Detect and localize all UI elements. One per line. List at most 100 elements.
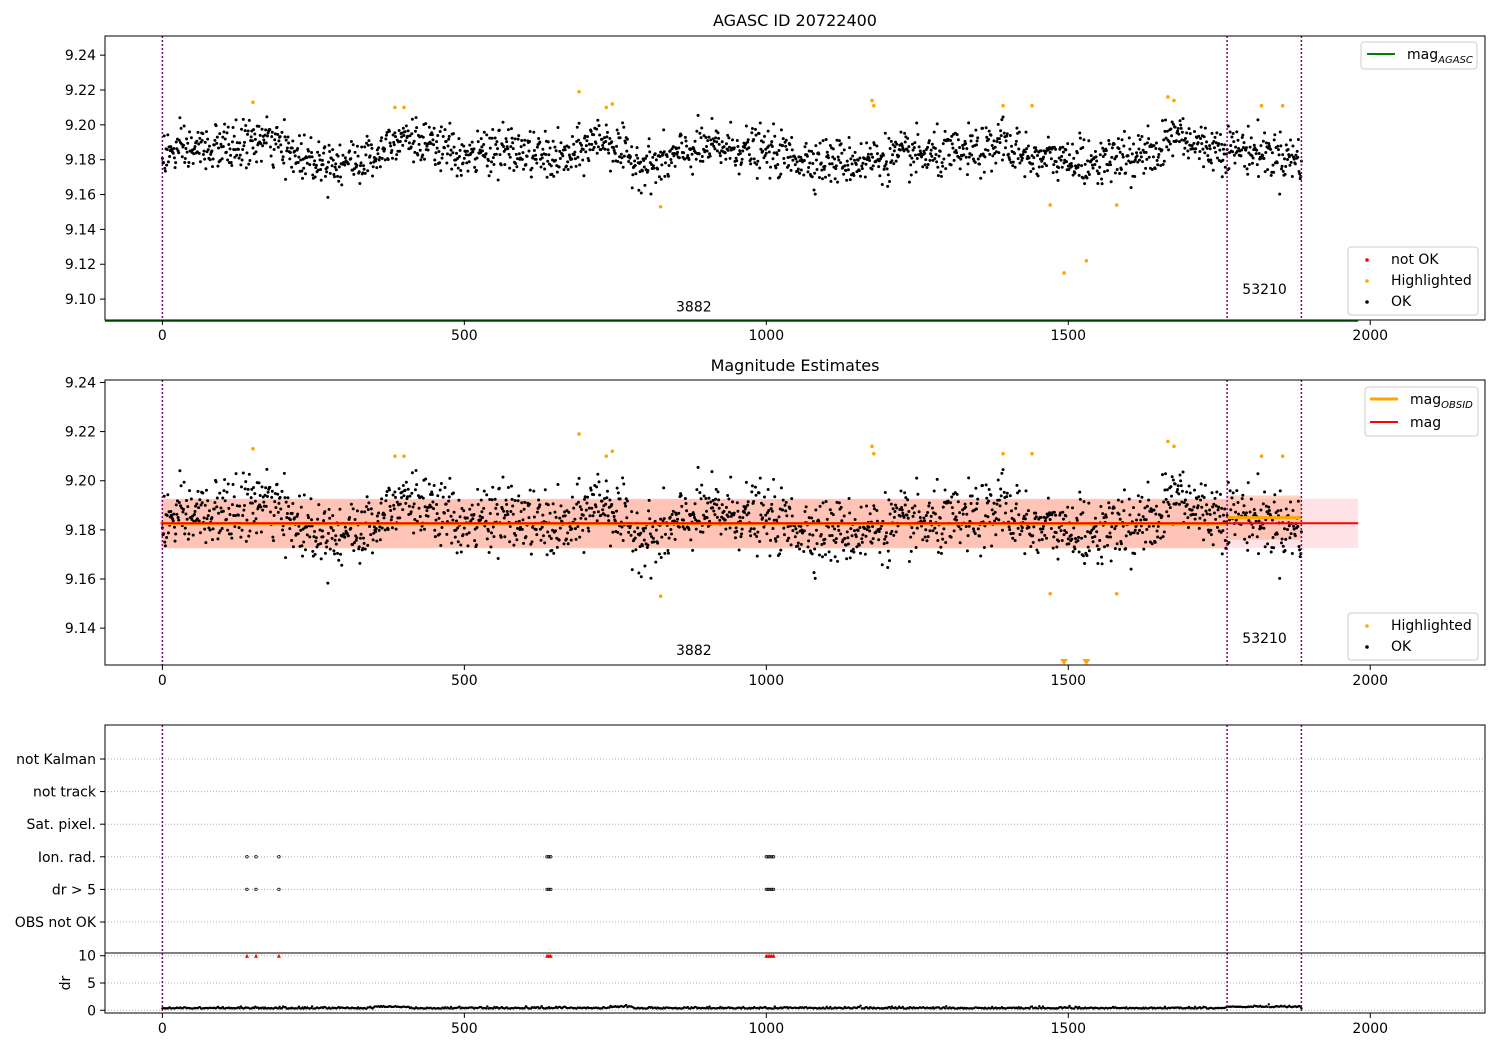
ok-point [849, 157, 853, 161]
ok-point [1156, 155, 1160, 159]
ok-point [334, 542, 338, 546]
ok-point [1186, 525, 1190, 529]
ok-point [850, 162, 854, 166]
ok-point [907, 145, 911, 149]
ok-point [991, 154, 995, 158]
ok-point [290, 539, 294, 543]
ok-point [340, 563, 344, 567]
ok-point [1056, 557, 1060, 561]
ok-point [253, 492, 257, 496]
ok-point [233, 514, 237, 518]
ok-point [889, 139, 893, 143]
ok-point [1072, 526, 1076, 530]
ok-point [954, 148, 958, 152]
ok-point [492, 163, 496, 167]
ok-point [336, 154, 340, 158]
ok-point [697, 152, 701, 156]
ok-point [666, 174, 670, 178]
x-axis: 0 500 1000 1500 2000 [158, 1013, 1388, 1037]
ok-point [1096, 182, 1100, 186]
ok-point [698, 159, 702, 163]
ok-point [784, 144, 788, 148]
ok-point [429, 142, 433, 146]
ok-point [1008, 133, 1012, 137]
ok-point [592, 493, 596, 497]
ok-point [407, 141, 411, 145]
ok-point [1181, 470, 1185, 474]
flag-point [549, 887, 553, 892]
ok-point [176, 516, 180, 520]
ok-point [1086, 530, 1090, 534]
ok-point [215, 505, 219, 509]
ok-point [393, 490, 397, 494]
ok-point [970, 494, 974, 498]
ok-point [1113, 171, 1117, 175]
ok-point [377, 146, 381, 150]
ok-point [1170, 494, 1174, 498]
ok-point [1077, 535, 1081, 539]
ok-point [572, 506, 576, 510]
ok-point [877, 165, 881, 169]
ok-point [556, 126, 560, 130]
ok-point [684, 139, 688, 143]
ok-point [235, 504, 239, 508]
ok-point [1197, 134, 1201, 138]
dr-point [277, 1007, 280, 1010]
ok-point [745, 513, 749, 517]
ok-point [406, 487, 410, 491]
ok-point [1266, 168, 1270, 172]
ok-point [851, 547, 855, 551]
ok-point [1011, 531, 1015, 535]
ok-point [1250, 533, 1254, 537]
ok-point [895, 142, 899, 146]
ok-point [220, 527, 224, 531]
ok-point [581, 513, 585, 517]
ok-point [833, 555, 837, 559]
ok-point [1170, 134, 1174, 138]
legend-label: not OK [1391, 252, 1439, 268]
ok-point [666, 549, 670, 553]
ok-point [376, 152, 380, 156]
ok-point [162, 494, 166, 498]
ok-point [683, 157, 687, 161]
ok-point [1280, 164, 1284, 168]
ok-point [236, 513, 240, 517]
ok-point [1234, 510, 1238, 514]
ok-point [1100, 562, 1104, 566]
ok-point [955, 133, 959, 137]
ok-point [1058, 146, 1062, 150]
ok-point [1124, 534, 1128, 538]
ok-point [254, 150, 258, 154]
ok-point [326, 160, 330, 164]
ok-point [583, 134, 587, 138]
ok-point [1279, 508, 1283, 512]
ok-point [623, 501, 627, 505]
ok-point [899, 489, 903, 493]
ok-point [1017, 130, 1021, 134]
ok-point [1024, 130, 1028, 134]
ok-point [1147, 524, 1151, 528]
ok-point [1276, 144, 1280, 148]
ok-point [654, 158, 658, 162]
ok-point [529, 542, 533, 546]
ok-point [360, 510, 364, 514]
ok-point [444, 139, 448, 143]
dr-point [1028, 1007, 1031, 1010]
ok-point [1262, 526, 1266, 530]
ok-point [1263, 490, 1267, 494]
ok-point [1098, 153, 1102, 157]
ok-point [522, 507, 526, 511]
ok-point [501, 120, 505, 124]
ok-point [562, 542, 566, 546]
ok-point [277, 501, 281, 505]
ok-point [720, 140, 724, 144]
highlighted-point [1062, 271, 1066, 275]
ok-point [985, 135, 989, 139]
ok-point [276, 510, 280, 514]
ok-point [400, 490, 404, 494]
ok-point [265, 134, 269, 138]
ok-point [284, 177, 288, 181]
ok-point [163, 540, 167, 544]
ok-point [410, 117, 414, 121]
ok-point [171, 519, 175, 523]
